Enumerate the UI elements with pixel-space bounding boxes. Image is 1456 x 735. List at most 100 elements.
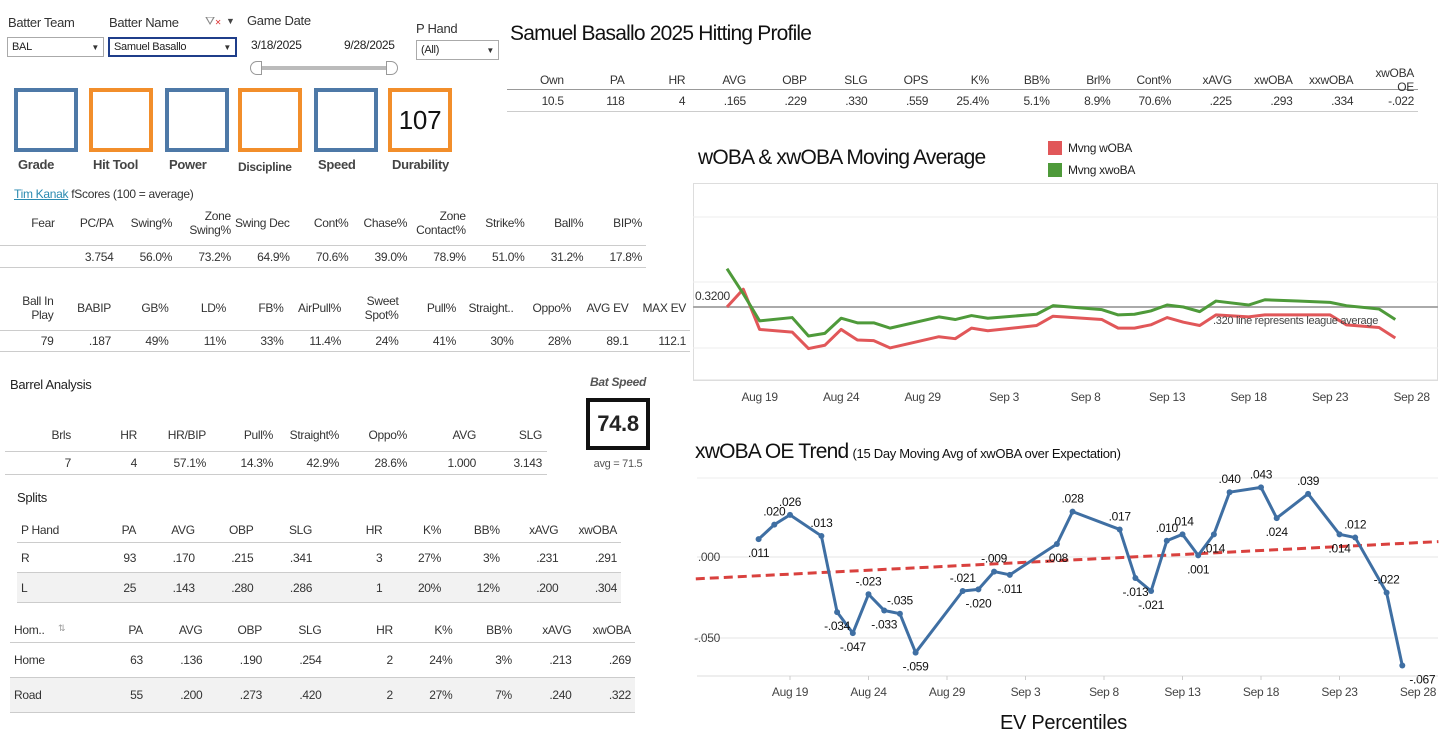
column-header: AirPull% [298,301,341,315]
table-cell: 7% [495,688,512,702]
column-header: K% [970,73,989,87]
table-cell: .322 [608,688,631,702]
data-point [755,536,762,543]
score-box-durability: 107 [388,88,452,152]
data-point [991,568,998,575]
score-label-durability: Durability [392,157,449,172]
data-label: .013 [810,516,833,530]
data-point [912,649,919,656]
table-cell: 27% [429,688,453,702]
data-label: -.034 [824,619,850,633]
table-cell: 57.1% [173,456,206,470]
column-header: Pull% [426,301,456,315]
table-header-row: Fear PC/PA Swing% Zone Swing% Swing Dec Cont%… [0,200,646,246]
table-cell: 3% [482,550,500,565]
data-point [1179,531,1186,538]
column-header: PC/PA [79,215,114,230]
column-header: GB% [141,301,169,315]
column-header: OBP [782,73,807,87]
series-line-woba [725,287,1397,351]
table-cell: Home [14,653,45,667]
x-tick-label: Aug 29 [929,685,966,699]
table-row: L 25 .143 .280 .286 1 20% 12% .200 .304 [17,573,621,603]
data-label: .040 [1219,472,1242,486]
table-cell: 31.2% [550,249,584,264]
data-label: .001 [1187,562,1210,576]
x-tick-label: Aug 19 [772,685,809,699]
column-header: PA [128,622,143,637]
tim-kanak-link[interactable]: Tim Kanak [14,187,69,201]
data-label: -.013 [1122,585,1148,599]
column-header: Oppo% [368,428,407,442]
table-cell: 41% [432,334,456,348]
column-header: Brls [51,428,72,442]
chevron-down-icon: ▼ [486,45,494,55]
splits-title: Splits [17,490,47,505]
page-title: Samuel Basallo 2025 Hitting Profile [510,22,812,45]
table-cell: 17.8% [609,249,642,264]
column-header: HR [668,73,686,87]
legend-item-woba: Mvng wOBA [1048,141,1132,155]
column-header: OBP [237,622,262,637]
data-point [1006,571,1013,578]
batter-team-dropdown[interactable]: BAL ▼ [7,37,104,57]
legend-label: Mvng xwoBA [1068,163,1136,177]
table-cell: 11.4% [309,334,341,348]
column-header: Ball In Play [22,294,54,322]
bat-speed-value: 74.8 [586,398,650,450]
date-slider-start-handle[interactable] [250,61,262,75]
p-hand-dropdown[interactable]: (All) ▼ [416,40,499,60]
sort-icon[interactable]: ⇅ [58,623,66,633]
table-header-row: Ball In Play BABIP GB% LD% FB% AirPull% Sweet … [0,286,690,331]
column-header: K% [422,523,442,537]
reference-line-label: 0.3200 [695,289,731,303]
table-cell: 12% [476,580,500,595]
batter-name-dropdown[interactable]: Samuel Basallo ▼ [108,37,237,57]
column-header: xwOBA OE [1375,66,1414,94]
table-row: 10.5 118 4 .165 .229 .330 .559 25.4% 5.1% 8.9% 70.… [507,90,1418,112]
column-header: xAVG [542,622,572,637]
table-cell: 56.0% [139,249,173,264]
table-cell: .254 [299,653,322,667]
table-cell: 27% [417,550,442,565]
column-header: Ball% [554,215,584,230]
data-point [1226,489,1233,496]
legend-item-xwoba: Mvng xwoBA [1048,163,1135,177]
table-cell: L [21,580,28,595]
table-header-row: Brls HR HR/BIP Pull% Straight% Oppo% AVG SLG [5,419,547,452]
column-header: AVG [452,428,476,442]
table-cell: 5.1% [1023,93,1050,108]
data-point [959,588,966,595]
column-header: BB% [473,523,500,537]
data-label: .008 [1046,551,1069,565]
table-cell: .165 [723,93,746,108]
table-cell: 2 [386,653,394,667]
table-cell: 3 [376,550,383,565]
table-cell: .187 [88,334,111,348]
x-tick-label: Sep 28 [1400,685,1437,699]
moving-average-chart-title: wOBA & xwOBA Moving Average [698,146,986,169]
date-slider-end-handle[interactable] [386,61,398,75]
data-label: .012 [1344,518,1367,532]
table-cell: .420 [299,688,322,702]
data-point [881,607,888,614]
game-date-label: Game Date [247,13,311,28]
column-header: BIP% [613,215,642,230]
data-label: -.009 [981,552,1007,566]
table-cell: 78.9% [433,249,466,264]
filter-menu-icon[interactable]: ▼ [226,16,235,26]
trend-line [695,540,1439,581]
data-label: .020 [763,505,786,519]
data-point [818,532,825,539]
column-header: Strike% [485,215,525,230]
data-label: .014 [1171,514,1194,528]
table-cell: 79 [40,334,54,348]
date-slider-track[interactable] [256,66,390,70]
column-header: HR [376,622,393,637]
data-label: .043 [1250,470,1273,481]
column-header: OBP [228,523,254,537]
clear-filter-icon[interactable]: ⛛✕ [205,14,222,28]
table-cell: 28% [547,334,571,348]
data-point [865,591,872,598]
batter-name-value: Samuel Basallo [114,41,187,53]
